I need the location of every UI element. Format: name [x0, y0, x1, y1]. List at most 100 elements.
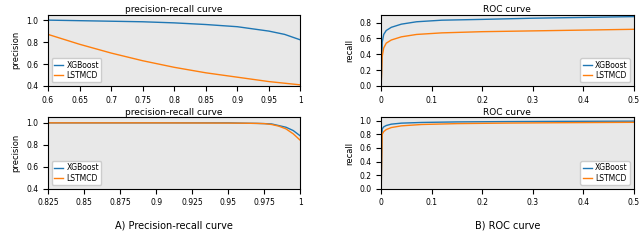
- LSTMCD: [378, 84, 385, 87]
- Legend: XGBoost, LSTMCD: XGBoost, LSTMCD: [52, 58, 101, 82]
- XGBoost: [202, 23, 209, 26]
- Line: XGBoost: XGBoost: [48, 123, 300, 136]
- LSTMCD: [234, 76, 241, 79]
- LSTMCD: [275, 125, 283, 128]
- LSTMCD: [413, 33, 420, 36]
- XGBoost: [289, 129, 297, 132]
- Y-axis label: recall: recall: [345, 142, 354, 165]
- LSTMCD: [382, 128, 390, 131]
- LSTMCD: [605, 121, 612, 124]
- LSTMCD: [382, 42, 390, 45]
- XGBoost: [265, 30, 273, 32]
- Text: B) ROC curve: B) ROC curve: [475, 220, 540, 230]
- Line: XGBoost: XGBoost: [381, 121, 634, 189]
- LSTMCD: [397, 124, 405, 127]
- Legend: XGBoost, LSTMCD: XGBoost, LSTMCD: [52, 161, 101, 185]
- Y-axis label: precision: precision: [12, 31, 20, 70]
- XGBoost: [453, 121, 461, 123]
- Line: LSTMCD: LSTMCD: [381, 29, 634, 86]
- XGBoost: [382, 124, 390, 127]
- LSTMCD: [378, 187, 385, 190]
- LSTMCD: [529, 30, 536, 32]
- Line: LSTMCD: LSTMCD: [381, 122, 634, 189]
- XGBoost: [387, 123, 395, 126]
- LSTMCD: [44, 33, 52, 36]
- XGBoost: [378, 187, 385, 190]
- XGBoost: [378, 41, 386, 44]
- LSTMCD: [397, 35, 405, 38]
- Legend: XGBoost, LSTMCD: XGBoost, LSTMCD: [580, 58, 630, 82]
- XGBoost: [253, 122, 261, 125]
- XGBoost: [378, 84, 385, 87]
- Legend: XGBoost, LSTMCD: XGBoost, LSTMCD: [580, 161, 630, 185]
- LSTMCD: [202, 71, 209, 74]
- Y-axis label: precision: precision: [12, 134, 20, 172]
- XGBoost: [380, 125, 388, 128]
- LSTMCD: [478, 30, 486, 33]
- LSTMCD: [554, 121, 562, 124]
- XGBoost: [239, 122, 246, 125]
- XGBoost: [378, 127, 386, 130]
- XGBoost: [387, 26, 395, 29]
- Line: XGBoost: XGBoost: [48, 20, 300, 40]
- LSTMCD: [265, 80, 273, 83]
- XGBoost: [529, 17, 536, 20]
- XGBoost: [579, 16, 587, 19]
- LSTMCD: [438, 31, 445, 34]
- XGBoost: [116, 121, 124, 124]
- XGBoost: [108, 20, 115, 23]
- LSTMCD: [282, 127, 290, 130]
- LSTMCD: [504, 122, 511, 124]
- XGBoost: [397, 23, 405, 26]
- LSTMCD: [170, 66, 178, 69]
- XGBoost: [80, 121, 88, 124]
- LSTMCD: [268, 123, 275, 126]
- XGBoost: [44, 121, 52, 124]
- LSTMCD: [152, 121, 160, 124]
- XGBoost: [504, 120, 511, 123]
- XGBoost: [152, 121, 160, 124]
- LSTMCD: [116, 121, 124, 124]
- XGBoost: [296, 38, 304, 41]
- XGBoost: [554, 120, 562, 123]
- LSTMCD: [139, 59, 147, 62]
- XGBoost: [275, 124, 283, 127]
- LSTMCD: [188, 122, 196, 124]
- XGBoost: [139, 20, 147, 23]
- Title: precision-recall curve: precision-recall curve: [125, 108, 223, 117]
- Line: XGBoost: XGBoost: [381, 17, 634, 86]
- LSTMCD: [108, 51, 115, 54]
- XGBoost: [605, 120, 612, 123]
- XGBoost: [630, 15, 637, 18]
- XGBoost: [630, 120, 637, 123]
- LSTMCD: [378, 55, 386, 58]
- LSTMCD: [387, 39, 395, 41]
- Line: LSTMCD: LSTMCD: [48, 34, 300, 85]
- LSTMCD: [378, 133, 386, 136]
- LSTMCD: [453, 122, 461, 125]
- LSTMCD: [225, 122, 232, 124]
- XGBoost: [170, 21, 178, 24]
- LSTMCD: [44, 121, 52, 124]
- Title: ROC curve: ROC curve: [483, 108, 531, 117]
- LSTMCD: [630, 121, 637, 124]
- XGBoost: [281, 33, 289, 36]
- LSTMCD: [579, 29, 587, 31]
- LSTMCD: [296, 83, 304, 86]
- LSTMCD: [253, 122, 261, 125]
- XGBoost: [413, 20, 420, 23]
- LSTMCD: [296, 139, 304, 142]
- LSTMCD: [281, 82, 289, 85]
- Text: A) Precision-recall curve: A) Precision-recall curve: [115, 220, 233, 230]
- XGBoost: [382, 29, 390, 32]
- Line: LSTMCD: LSTMCD: [48, 123, 300, 140]
- XGBoost: [478, 18, 486, 21]
- XGBoost: [282, 126, 290, 129]
- XGBoost: [438, 19, 445, 22]
- Y-axis label: recall: recall: [345, 39, 354, 62]
- LSTMCD: [630, 28, 637, 31]
- XGBoost: [296, 134, 304, 137]
- XGBoost: [418, 121, 426, 124]
- LSTMCD: [380, 130, 388, 133]
- LSTMCD: [260, 122, 268, 125]
